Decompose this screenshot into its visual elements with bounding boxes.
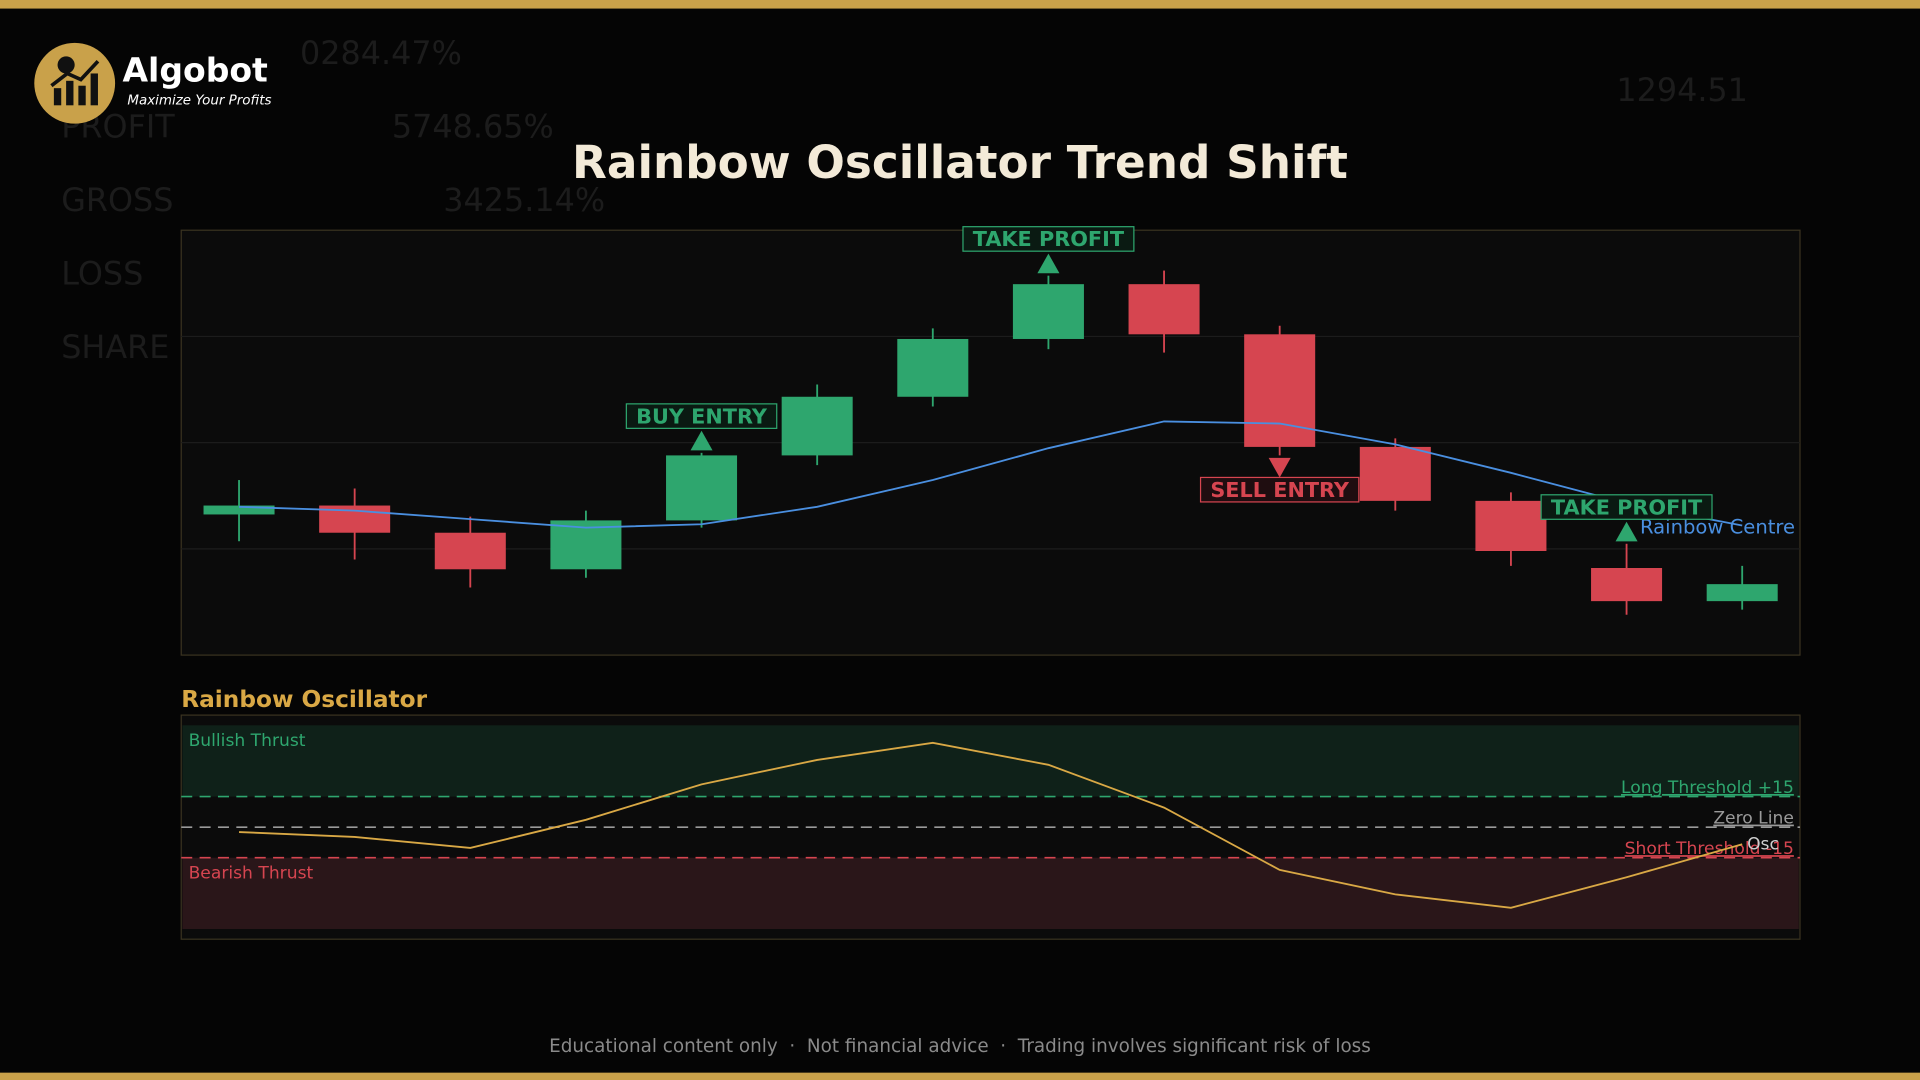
annotation-box <box>625 403 778 429</box>
watermark-text: 5748.65% <box>392 108 554 146</box>
logo: Algobot Maximize Your Profits <box>34 42 272 124</box>
overlay-line <box>239 420 1743 529</box>
top-bar <box>0 0 1920 9</box>
annotation-arrow <box>1037 253 1060 274</box>
threshold-label: Zero Line <box>1713 809 1794 829</box>
candle-body <box>1244 334 1316 447</box>
watermark-text: SHARE <box>61 328 169 366</box>
overlay-label: Rainbow Centre <box>1640 515 1795 538</box>
zone-label: Bearish Thrust <box>189 864 314 884</box>
candle-body <box>434 532 506 570</box>
bottom-bar <box>0 1072 1920 1080</box>
candle-body <box>1012 284 1084 339</box>
footer: Educational content only · Not financial… <box>549 1036 1371 1057</box>
background-watermark: 0284.47%PROFIT 5748.65%GROSS 3425.14%LOSSS… <box>61 34 1748 366</box>
zone <box>182 857 1799 929</box>
annotation-arrow <box>1268 457 1291 478</box>
candle-body <box>550 520 622 570</box>
candle-body <box>1128 284 1200 335</box>
annotation-label: SELL ENTRY <box>1210 478 1350 502</box>
annotation-label: BUY ENTRY <box>636 404 768 428</box>
annotation-label: TAKE PROFIT <box>973 227 1125 251</box>
watermark-text: 1294.51 <box>1616 71 1748 109</box>
watermark-text: 3425.14% <box>443 181 605 219</box>
annotation-box <box>1540 494 1713 520</box>
zone-label: Bullish Thrust <box>189 731 306 751</box>
annotation-arrow <box>1615 521 1638 542</box>
threshold-label: Short Threshold -15 <box>1625 839 1794 859</box>
candle-body <box>1475 500 1547 552</box>
watermark-text: GROSS <box>61 181 173 219</box>
watermark-text: LOSS <box>61 255 143 293</box>
brand-name: Algobot <box>122 51 268 90</box>
candle-body <box>1591 567 1663 602</box>
oscillator-line <box>238 741 1743 909</box>
panel-title: Rainbow Oscillator <box>181 686 427 713</box>
watermark-text: 0284.47% <box>300 34 462 72</box>
brand-tagline: Maximize Your Profits <box>127 93 271 108</box>
logo-icon <box>53 56 98 106</box>
annotation-box <box>1199 476 1360 503</box>
zone <box>182 725 1799 797</box>
logo-badge <box>34 42 116 124</box>
annotation-box <box>962 226 1135 252</box>
candle-body <box>897 338 969 397</box>
annotation-arrow <box>690 430 713 451</box>
series-label: Osc <box>1747 834 1779 854</box>
annotation-label: TAKE PROFIT <box>1551 495 1703 519</box>
chart-title: Rainbow Oscillator Trend Shift <box>572 136 1348 189</box>
candle-body <box>203 505 275 515</box>
candle-body <box>781 396 853 456</box>
candle-body <box>1359 446 1431 501</box>
candle-body <box>666 455 738 521</box>
threshold-label: Long Threshold +15 <box>1621 778 1794 798</box>
candle-body <box>1706 584 1778 602</box>
